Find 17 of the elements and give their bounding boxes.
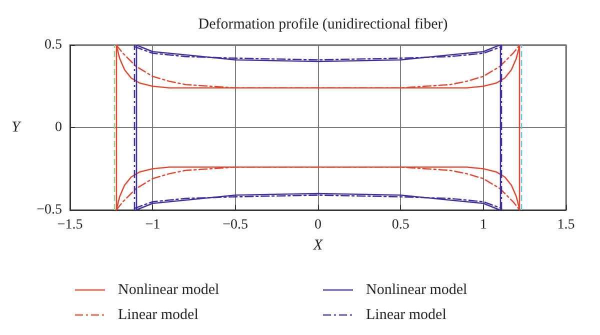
x-tick-label: 1 (480, 218, 487, 232)
x-tick-label: 1.5 (557, 218, 575, 232)
legend-label: Linear model (118, 307, 198, 323)
legend-label: Nonlinear model (366, 282, 468, 298)
y-tick-label: 0.5 (44, 38, 62, 52)
chart-title: Deformation profile (unidirectional fiber) (198, 16, 448, 32)
x-tick-label: −1.5 (57, 218, 83, 232)
x-tick-label: −0.5 (222, 218, 248, 232)
x-tick-label: 0.5 (392, 218, 410, 232)
x-tick-label: −1 (145, 218, 160, 232)
legend-label: Linear model (366, 307, 446, 323)
y-tick-label: −0.5 (36, 202, 62, 218)
y-tick-label: 0 (55, 120, 62, 135)
x-tick-label: 0 (314, 218, 322, 232)
y-axis-title: Y (12, 120, 22, 136)
x-axis-title: X (312, 238, 324, 254)
legend-label: Nonlinear model (118, 282, 220, 298)
